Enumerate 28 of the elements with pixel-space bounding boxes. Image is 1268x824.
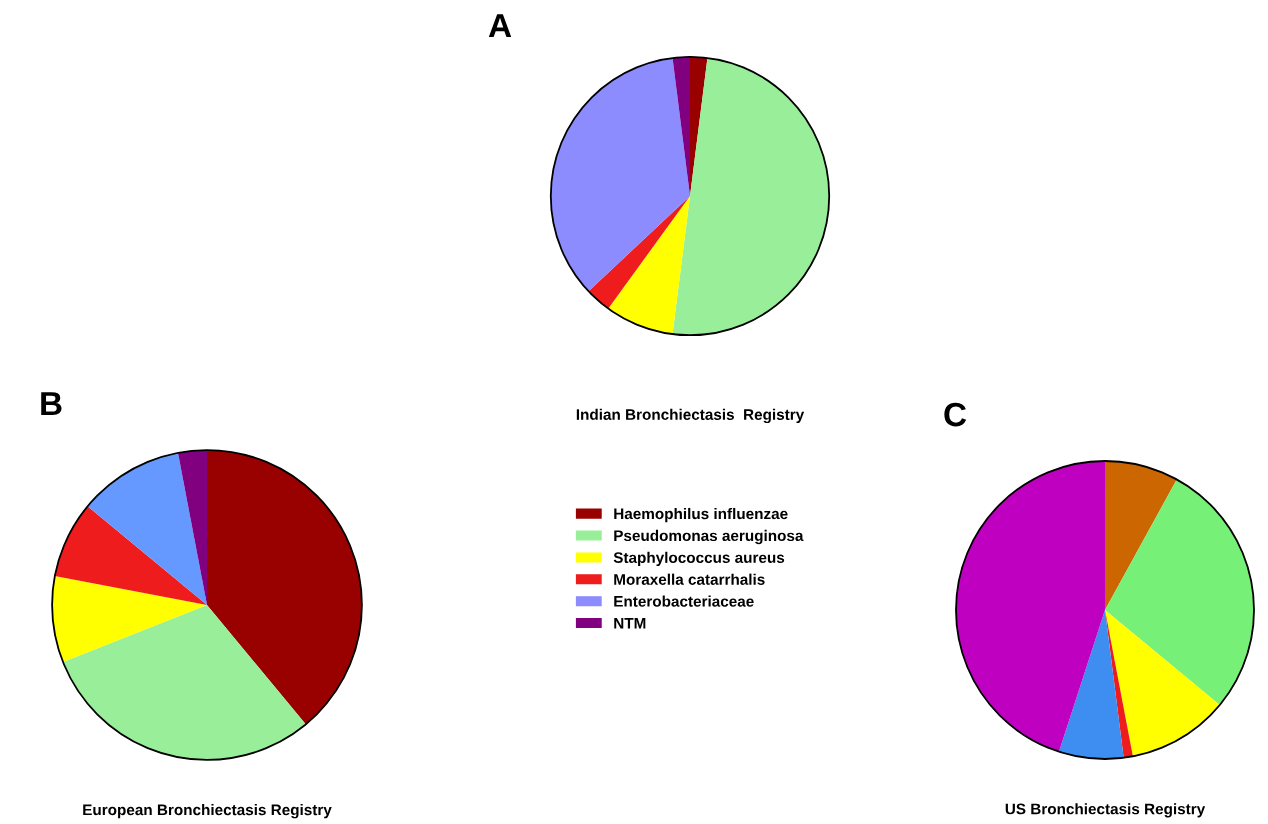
pie-slice xyxy=(588,196,690,309)
legend-label: Pseudomonas aeruginosa xyxy=(614,529,804,545)
legend-label: NTM xyxy=(614,617,646,629)
pie-slice xyxy=(1058,610,1124,760)
pie-slice xyxy=(62,605,306,760)
chart-title: B xyxy=(41,392,62,416)
chart-title: A xyxy=(488,14,512,38)
pie-slice xyxy=(550,57,690,292)
pie-slice xyxy=(672,57,830,336)
legend-label: Enterobacteriaceae xyxy=(614,595,754,607)
pie-slice xyxy=(608,196,690,335)
legend-label: Moraxella catarrhalis xyxy=(614,573,765,585)
pie-slice xyxy=(1105,460,1177,610)
pie-slice xyxy=(54,506,207,605)
text: European Bronchiectasis Registry xyxy=(83,804,332,819)
pie-slice xyxy=(177,450,207,605)
pie-slice xyxy=(1105,610,1220,757)
pie-slice xyxy=(1105,610,1133,758)
text: US Bronchiectasis Registry xyxy=(1005,803,1206,818)
text: Indian Bronchiectasis Registry xyxy=(576,408,805,424)
pie-slice xyxy=(1105,479,1255,705)
pie-slice xyxy=(207,450,362,725)
pie-slice xyxy=(87,452,207,605)
chart-title: C xyxy=(944,402,967,427)
pie-slice xyxy=(52,575,207,663)
legend-label: Staphylococcus aureus xyxy=(613,551,785,567)
pie-slice xyxy=(956,460,1105,752)
legend-label: Haemophilus influenzae xyxy=(614,507,788,523)
